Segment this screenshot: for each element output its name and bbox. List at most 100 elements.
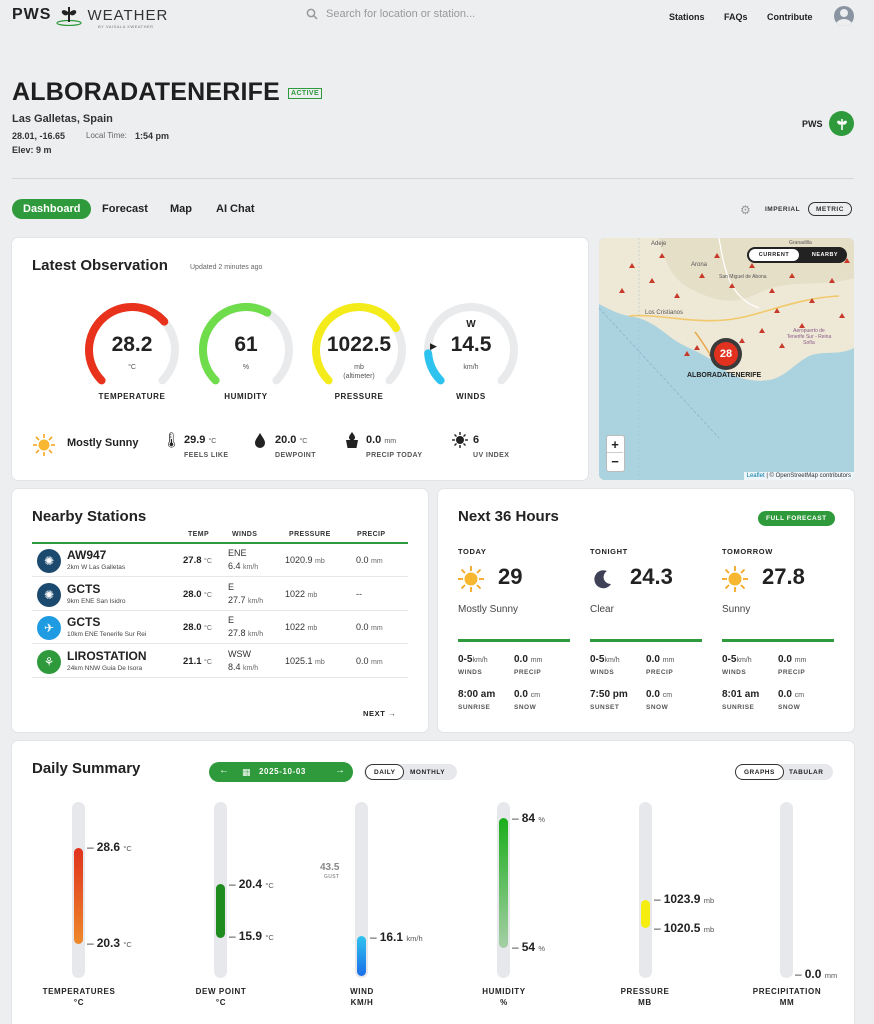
dewpoint-high: 20.4 °C — [229, 877, 274, 891]
station-map-marker[interactable]: 28 — [710, 338, 742, 370]
search-bar[interactable]: Search for location or station... — [306, 8, 475, 20]
pressure-track — [639, 802, 652, 978]
pressure-low: 1020.5 mb — [654, 921, 714, 935]
winds-gauge: 14.5 km/h W ▶ — [421, 300, 521, 400]
period-precip: 0.0 mm — [778, 654, 807, 665]
station-pressure: 1022 mb — [285, 588, 318, 599]
tab-forecast[interactable]: Forecast — [102, 203, 148, 215]
full-forecast-button[interactable]: FULL FORECAST — [758, 511, 835, 526]
gear-icon[interactable]: ⚙ — [740, 203, 751, 217]
humidity-low: 54 % — [512, 940, 545, 954]
nav-faqs[interactable]: FAQs — [724, 12, 748, 22]
zoom-out-button[interactable]: − — [611, 454, 619, 469]
winds-unit: km/h — [463, 364, 479, 371]
humidity-unit: % — [242, 364, 250, 371]
station-pressure: 1025.1 mb — [285, 655, 325, 666]
precip-bucket-icon — [346, 432, 358, 448]
feels-like-label: FEELS LIKE — [184, 452, 229, 459]
unit-imperial-button[interactable]: IMPERIAL — [765, 205, 801, 213]
daily-summary-card — [12, 741, 854, 1024]
pressure-label-daily: PRESSURE MB — [620, 987, 670, 1007]
table-row[interactable]: ✺ GCTS 9km ENE San Isidro 28.0 °C E 27.7… — [32, 578, 408, 611]
dewpoint-track — [214, 802, 227, 978]
current-condition: Mostly Sunny — [67, 437, 139, 449]
zoom-in-button[interactable]: + — [607, 436, 623, 453]
wind-track — [355, 802, 368, 978]
wind-direction-arrow-icon: ▶ — [430, 341, 437, 351]
temperature-low: 20.3 °C — [87, 936, 132, 950]
selected-date[interactable]: 2025-10-03 — [259, 767, 306, 776]
precipitation-track — [780, 802, 793, 978]
station-id[interactable]: AW947 — [67, 548, 107, 562]
station-distance: 24km NNW Guia De Isora — [67, 664, 143, 672]
pressure-gauge: 1022.5 mb (altimeter) — [309, 300, 409, 400]
next-page-button[interactable]: NEXT → — [363, 709, 397, 718]
site-logo[interactable]: PWS WEATHER BY VAISALA XWEATHER — [12, 4, 169, 29]
toggle-monthly[interactable]: MONTHLY — [410, 768, 446, 776]
pressure-unit: mb — [354, 364, 364, 371]
station-location: Las Galletas, Spain — [12, 113, 113, 125]
station-distance: 10km ENE Tenerife Sur Rei — [67, 631, 147, 638]
prev-date-arrow-icon[interactable]: ← — [219, 765, 229, 776]
user-avatar-icon[interactable] — [834, 6, 854, 26]
period-winds-label: WINDS — [722, 669, 747, 676]
search-input[interactable]: Search for location or station... — [326, 8, 476, 20]
map-place-arona: Arona — [691, 262, 708, 268]
map-zoom-controls: + − — [606, 435, 625, 472]
unit-metric-button[interactable]: METRIC — [808, 202, 852, 216]
tab-dashboard[interactable]: Dashboard — [12, 199, 92, 219]
station-id[interactable]: LIROSTATION — [67, 648, 147, 663]
humidity-range-bar — [499, 818, 508, 948]
humidity-label: HUMIDITY — [224, 392, 268, 401]
dewpoint-label-daily: DEW POINT °C — [195, 987, 247, 1007]
period-label: TOMORROW — [722, 547, 773, 556]
table-row[interactable]: ✈ GCTS 10km ENE Tenerife Sur Rei 28.0 °C… — [32, 611, 408, 644]
table-row[interactable]: ✺ AW947 2km W Las Galletas 27.8 °C ENE 6… — [32, 544, 408, 577]
tab-ai-chat[interactable]: AI Chat — [216, 203, 255, 215]
station-wind-dir: E — [228, 615, 235, 625]
osm-attribution[interactable]: | © OpenStreetMap contributors — [766, 473, 851, 479]
leaflet-link[interactable]: Leaflet — [746, 473, 765, 479]
pws-icon: ⚘ — [37, 649, 61, 674]
station-map[interactable]: Adeje Arona Granadilla San Miguel de Abo… — [599, 238, 854, 480]
map-marker-value: 28 — [714, 342, 738, 366]
updated-timestamp: Updated 2 minutes ago — [190, 264, 263, 271]
toggle-graphs[interactable]: GRAPHS — [735, 764, 784, 780]
station-id[interactable]: GCTS — [67, 581, 101, 596]
tab-map[interactable]: Map — [170, 203, 192, 215]
period-snow-label: SNOW — [778, 704, 801, 711]
period-winds-label: WINDS — [458, 669, 483, 676]
station-wind-dir: E — [228, 581, 235, 592]
station-id[interactable]: GCTS — [67, 615, 101, 629]
wind-direction: W — [466, 319, 476, 330]
temperature-high: 28.6 °C — [87, 840, 132, 854]
col-header-precip: PRECIP — [357, 531, 386, 538]
next-date-arrow-icon[interactable]: → — [335, 765, 345, 776]
mostly-sunny-icon — [33, 434, 55, 456]
period-label: TONIGHT — [590, 547, 628, 556]
map-toggle-nearby[interactable]: NEARBY — [811, 252, 839, 258]
toggle-daily[interactable]: DAILY — [365, 764, 405, 780]
period-precip-label: PRECIP — [778, 669, 806, 676]
station-elevation: Elev: 9 m — [12, 145, 52, 155]
calendar-icon[interactable]: ▦ — [242, 767, 251, 777]
nav-stations[interactable]: Stations — [669, 12, 705, 22]
temperature-label: TEMPERATURE — [98, 392, 166, 401]
period-precip-label: PRECIP — [514, 669, 542, 676]
map-toggle-current[interactable]: CURRENT — [749, 249, 799, 261]
pressure-range-bar — [641, 900, 650, 928]
temperature-unit: °C — [128, 364, 136, 371]
wind-label-daily: WIND KM/H — [350, 987, 374, 1007]
station-wind-dir: WSW — [228, 648, 251, 659]
period-divider-bar — [590, 639, 702, 642]
nav-contribute[interactable]: Contribute — [767, 12, 813, 22]
temperature-gauge: 28.2 °C — [82, 300, 182, 400]
period-snow: 0.0 cm — [778, 689, 805, 700]
table-row[interactable]: ⚘ LIROSTATION 24km NNW Guia De Isora 21.… — [32, 645, 408, 678]
precip-today-value: 0.0 mm — [366, 434, 397, 446]
toggle-tabular[interactable]: TABULAR — [789, 768, 824, 776]
logo-weather-text: WEATHER — [87, 6, 169, 24]
logo-subtitle: BY VAISALA XWEATHER — [98, 24, 154, 29]
humidity-gauge: 61% — [196, 300, 296, 400]
pressure-high: 1023.9 mb — [654, 892, 714, 906]
